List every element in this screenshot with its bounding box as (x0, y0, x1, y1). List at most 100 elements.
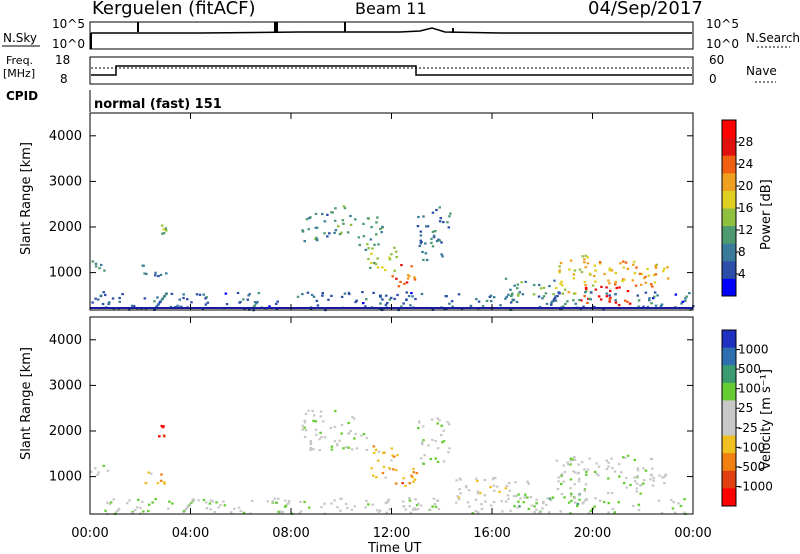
data-cell (518, 505, 521, 508)
data-cell (625, 476, 628, 480)
data-cell (417, 215, 420, 219)
colorbar-tick-label: -100 (738, 440, 765, 454)
data-cell (155, 305, 159, 308)
data-cell (566, 461, 569, 464)
data-cell (143, 272, 146, 275)
data-cell (640, 283, 643, 286)
data-cell (393, 297, 396, 300)
data-cell (620, 471, 623, 474)
data-cell (304, 412, 308, 415)
data-cell (188, 503, 192, 506)
data-cell (436, 422, 439, 425)
data-cell (449, 212, 452, 215)
data-cell (322, 420, 325, 423)
data-cell (399, 280, 402, 283)
data-cell (584, 254, 587, 257)
data-cell (412, 471, 416, 474)
data-cell (315, 238, 319, 241)
data-cell (607, 511, 610, 514)
nsky-trace (91, 27, 692, 34)
data-cell (559, 510, 562, 513)
data-cell (347, 432, 350, 435)
data-cell (573, 269, 577, 272)
data-cell (614, 283, 617, 286)
data-cell (340, 432, 343, 435)
data-cell (371, 247, 374, 250)
data-cell (288, 500, 291, 503)
data-cell (652, 297, 655, 300)
data-cell (628, 302, 632, 305)
data-cell (608, 297, 612, 301)
data-cell (527, 507, 531, 510)
data-cell (608, 267, 612, 270)
data-cell (140, 308, 143, 311)
data-cell (271, 500, 274, 503)
data-cell (400, 305, 403, 308)
nave-tick-high: 60 (709, 53, 724, 67)
data-cell (584, 266, 587, 269)
data-cell (247, 294, 250, 297)
data-cell (353, 417, 356, 420)
data-cell (599, 499, 602, 502)
data-cell (202, 293, 205, 296)
data-cell (151, 501, 154, 504)
data-cell (442, 221, 445, 224)
data-cell (364, 305, 367, 308)
data-cell (429, 457, 432, 461)
data-cell (393, 269, 396, 272)
data-cell (319, 410, 323, 413)
data-cell (410, 265, 413, 268)
data-cell (377, 243, 380, 246)
data-cell (217, 506, 220, 509)
data-cell (376, 216, 379, 219)
data-cell (673, 511, 677, 514)
data-cell (439, 217, 442, 220)
data-cell (435, 240, 439, 243)
data-cell (558, 271, 561, 274)
data-cell (233, 507, 236, 510)
data-cell (635, 490, 638, 493)
data-cell (165, 229, 168, 232)
data-cell (118, 300, 121, 303)
data-cell (296, 295, 300, 298)
data-cell (163, 482, 166, 485)
data-cell (303, 421, 307, 424)
data-cell (160, 424, 163, 428)
data-cell (582, 501, 585, 504)
data-cell (489, 504, 493, 507)
data-cell (517, 493, 520, 496)
data-cell (466, 501, 470, 504)
data-cell (405, 281, 409, 284)
data-cell (662, 270, 665, 273)
data-cell (547, 511, 551, 514)
data-cell (320, 506, 323, 509)
data-cell (192, 498, 196, 501)
data-cell (109, 501, 113, 504)
data-cell (577, 480, 581, 483)
x-tick-label: 08:00 (272, 526, 309, 541)
data-cell (219, 503, 222, 507)
data-cell (584, 286, 588, 289)
data-cell (342, 222, 345, 225)
data-cell (349, 429, 352, 433)
data-cell (327, 298, 330, 301)
data-cell (583, 261, 586, 264)
freq-tick-low: 8 (60, 72, 68, 86)
velocity-colorbar: 1000 500 100 25 -25 -100 -500 -1000 (721, 329, 773, 507)
colorbar-swatch (722, 400, 736, 419)
data-cell (594, 497, 597, 500)
data-cell (642, 467, 645, 470)
data-cell (480, 507, 484, 511)
data-cell (514, 481, 517, 484)
data-cell (351, 416, 354, 419)
data-cell (405, 291, 408, 294)
data-cell (230, 511, 233, 514)
data-cell (569, 487, 572, 490)
data-cell (204, 501, 208, 504)
data-cell (566, 300, 569, 303)
data-cell (309, 446, 312, 450)
data-cell (306, 291, 310, 294)
data-cell (593, 305, 596, 308)
data-cell (415, 504, 419, 507)
data-cell (310, 293, 314, 297)
